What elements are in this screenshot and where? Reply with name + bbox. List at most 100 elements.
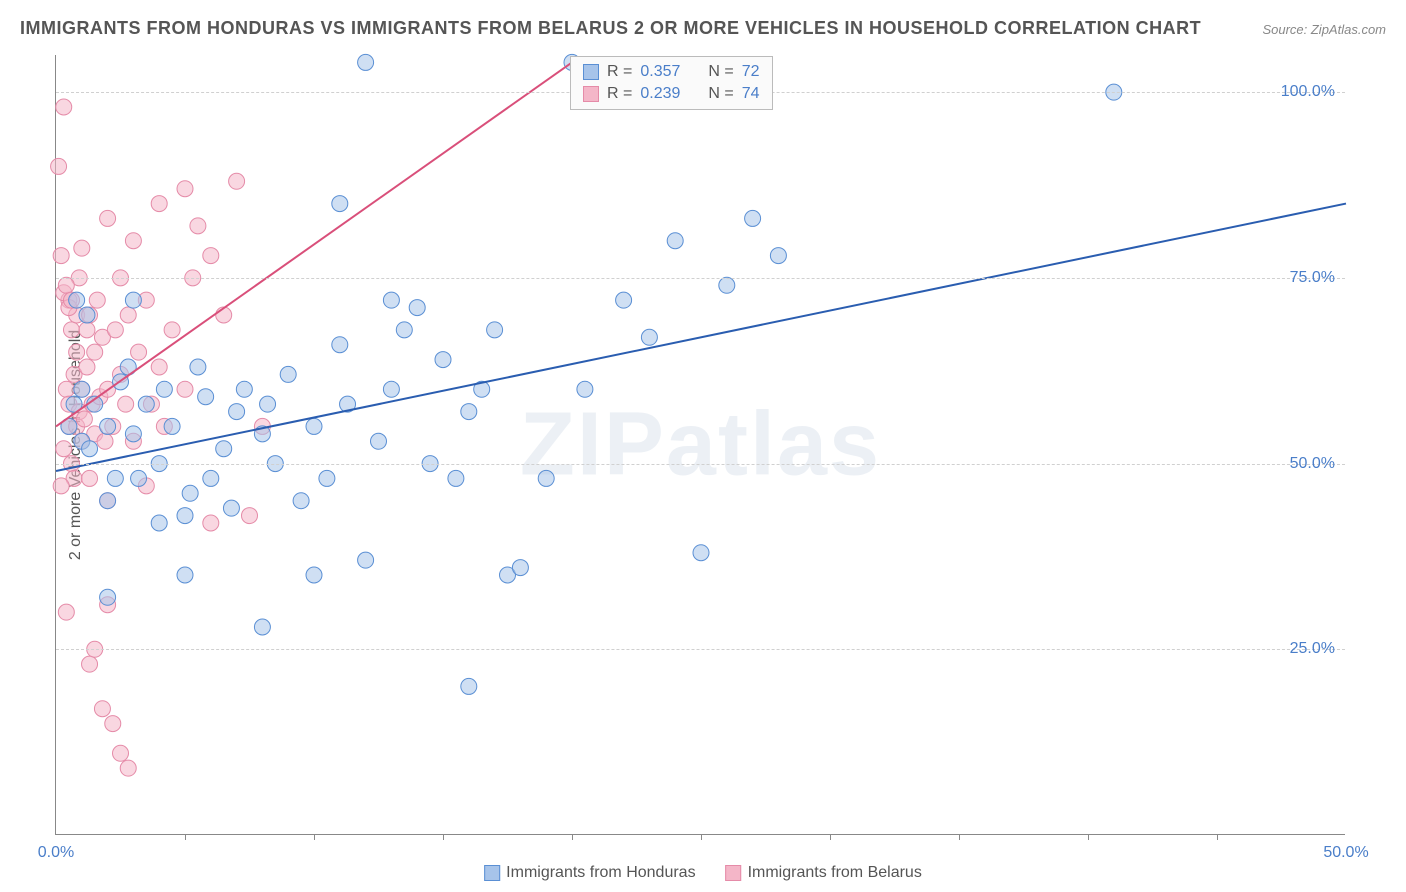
data-point xyxy=(56,441,72,457)
data-point xyxy=(69,344,85,360)
chart-svg xyxy=(56,55,1345,834)
data-point xyxy=(182,485,198,501)
data-point xyxy=(358,552,374,568)
data-point xyxy=(151,359,167,375)
legend-item-honduras: Immigrants from Honduras xyxy=(484,864,695,882)
data-point xyxy=(82,470,98,486)
gridline xyxy=(56,649,1345,650)
data-point xyxy=(79,359,95,375)
data-point xyxy=(383,381,399,397)
n-label: N = xyxy=(708,85,733,103)
data-point xyxy=(56,99,72,115)
data-point xyxy=(125,292,141,308)
legend-label: Immigrants from Belarus xyxy=(748,864,922,882)
data-point xyxy=(190,359,206,375)
data-point xyxy=(82,656,98,672)
x-tick-mark xyxy=(1217,834,1218,840)
data-point xyxy=(512,560,528,576)
data-point xyxy=(448,470,464,486)
data-point xyxy=(383,292,399,308)
data-point xyxy=(461,678,477,694)
data-point xyxy=(69,292,85,308)
y-tick-label: 25.0% xyxy=(1290,640,1335,658)
data-point xyxy=(770,248,786,264)
x-tick-mark xyxy=(830,834,831,840)
x-tick-mark xyxy=(572,834,573,840)
data-point xyxy=(667,233,683,249)
data-point xyxy=(396,322,412,338)
n-label: N = xyxy=(708,63,733,81)
data-point xyxy=(74,240,90,256)
data-point xyxy=(74,381,90,397)
data-point xyxy=(131,344,147,360)
swatch-belarus xyxy=(726,865,742,881)
x-tick-mark xyxy=(959,834,960,840)
data-point xyxy=(89,292,105,308)
data-point xyxy=(229,404,245,420)
data-point xyxy=(306,418,322,434)
plot-area: 2 or more Vehicles in Household ZIPatlas… xyxy=(55,55,1345,835)
x-tick-mark xyxy=(185,834,186,840)
data-point xyxy=(100,589,116,605)
data-point xyxy=(719,277,735,293)
x-tick-mark xyxy=(1088,834,1089,840)
trend-line xyxy=(56,204,1346,471)
data-point xyxy=(87,344,103,360)
data-point xyxy=(107,322,123,338)
data-point xyxy=(100,493,116,509)
data-point xyxy=(223,500,239,516)
data-point xyxy=(190,218,206,234)
data-point xyxy=(280,366,296,382)
x-tick-label: 50.0% xyxy=(1323,844,1368,862)
n-value-honduras: 72 xyxy=(742,63,760,81)
data-point xyxy=(203,470,219,486)
data-point xyxy=(120,307,136,323)
data-point xyxy=(216,307,232,323)
data-point xyxy=(79,322,95,338)
legend-row-belarus: R = 0.239 N = 74 xyxy=(583,83,760,105)
data-point xyxy=(487,322,503,338)
data-point xyxy=(358,54,374,70)
y-tick-label: 50.0% xyxy=(1290,455,1335,473)
swatch-belarus xyxy=(583,86,599,102)
legend-item-belarus: Immigrants from Belarus xyxy=(726,864,922,882)
data-point xyxy=(58,604,74,620)
data-point xyxy=(293,493,309,509)
data-point xyxy=(125,233,141,249)
data-point xyxy=(151,196,167,212)
data-point xyxy=(82,441,98,457)
data-point xyxy=(164,418,180,434)
data-point xyxy=(203,515,219,531)
data-point xyxy=(125,426,141,442)
data-point xyxy=(216,441,232,457)
data-point xyxy=(53,248,69,264)
gridline xyxy=(56,278,1345,279)
data-point xyxy=(51,158,67,174)
y-tick-label: 75.0% xyxy=(1290,269,1335,287)
data-point xyxy=(105,716,121,732)
chart-title: IMMIGRANTS FROM HONDURAS VS IMMIGRANTS F… xyxy=(20,18,1201,39)
x-tick-mark xyxy=(443,834,444,840)
data-point xyxy=(131,470,147,486)
data-point xyxy=(203,248,219,264)
data-point xyxy=(745,210,761,226)
data-point xyxy=(58,277,74,293)
data-point xyxy=(435,352,451,368)
data-point xyxy=(118,396,134,412)
data-point xyxy=(100,210,116,226)
data-point xyxy=(177,508,193,524)
data-point xyxy=(306,567,322,583)
data-point xyxy=(58,381,74,397)
data-point xyxy=(63,322,79,338)
data-point xyxy=(177,567,193,583)
data-point xyxy=(138,396,154,412)
data-point xyxy=(242,508,258,524)
data-point xyxy=(100,418,116,434)
legend-row-honduras: R = 0.357 N = 72 xyxy=(583,61,760,83)
x-tick-label: 0.0% xyxy=(38,844,74,862)
data-point xyxy=(177,181,193,197)
data-point xyxy=(332,337,348,353)
data-point xyxy=(151,515,167,531)
gridline xyxy=(56,464,1345,465)
data-point xyxy=(79,307,95,323)
